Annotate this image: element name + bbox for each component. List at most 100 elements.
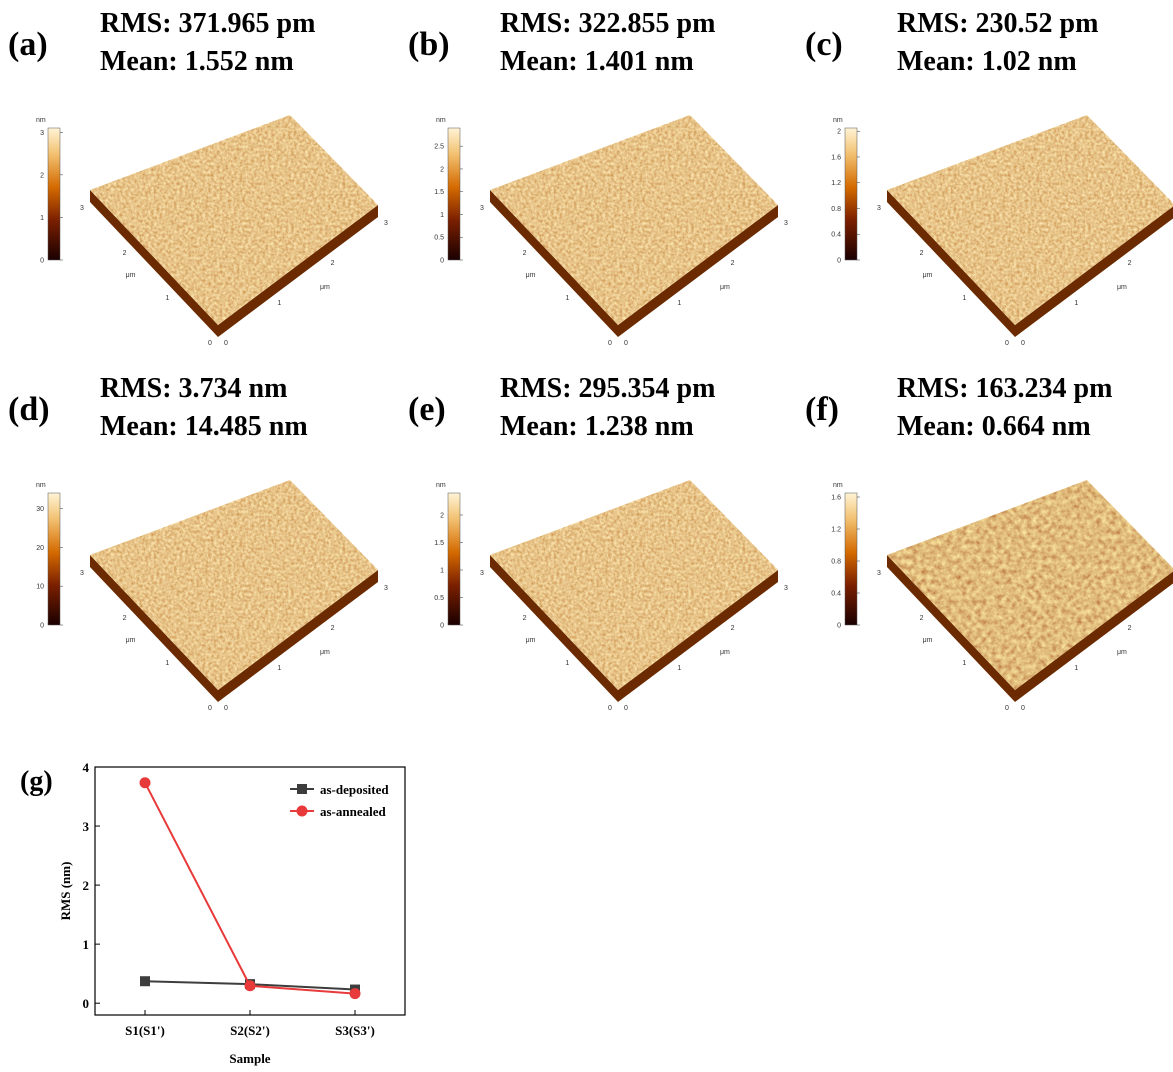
y-axis-tick-label: 1	[565, 660, 569, 667]
rms-text: RMS: 163.234 pm	[897, 373, 1112, 404]
colorbar-tick-label: 0	[40, 623, 44, 630]
y-axis-unit: μm	[923, 637, 933, 644]
colorbar-tick-label: 1.2	[831, 527, 841, 534]
colorbar-tick-label: 1.6	[831, 154, 841, 161]
x-axis-tick-label: 1	[677, 665, 681, 672]
y-axis-tick-label: 0	[608, 705, 612, 712]
mean-text: Mean: 1.401 nm	[500, 46, 694, 77]
rms-text: RMS: 322.855 pm	[500, 8, 715, 39]
colorbar-tick-label: 2	[440, 166, 444, 173]
colorbar-tick-label: 2	[440, 513, 444, 520]
x-axis-tick-label: 2	[1128, 260, 1132, 267]
colorbar	[48, 493, 60, 625]
x-axis-tick-label: 2	[731, 625, 735, 632]
colorbar-unit: nm	[833, 117, 843, 124]
colorbar	[448, 493, 460, 625]
marker	[245, 980, 256, 991]
x-axis-unit: μm	[1117, 649, 1127, 656]
y-tick-label: 1	[83, 937, 90, 952]
x-axis-tick-label: 0	[224, 705, 228, 712]
colorbar-tick-label: 2.5	[434, 144, 444, 151]
x-axis-tick-label: 3	[384, 585, 388, 592]
colorbar-tick-label: 2	[837, 129, 841, 136]
y-axis-tick-label: 3	[80, 205, 84, 212]
legend-label: as-deposited	[320, 782, 389, 797]
x-axis-tick-label: 1	[1074, 300, 1078, 307]
y-axis-tick-label: 1	[962, 295, 966, 302]
colorbar-tick-label: 0	[440, 623, 444, 630]
x-axis-tick-label: 3	[784, 585, 788, 592]
surface	[90, 480, 378, 690]
x-axis-tick-label: 1	[1074, 665, 1078, 672]
y-tick-label: 0	[83, 996, 90, 1011]
y-axis-tick-label: 0	[1005, 340, 1009, 347]
x-axis-tick-label: 0	[624, 705, 628, 712]
marker	[140, 976, 150, 986]
y-tick-label: 2	[83, 878, 90, 893]
y-axis-tick-label: 0	[208, 340, 212, 347]
y-tick-label: 4	[83, 760, 90, 775]
y-axis-tick-label: 3	[480, 205, 484, 212]
colorbar-tick-label: 0.8	[831, 559, 841, 566]
y-axis-tick-label: 2	[920, 250, 924, 257]
colorbar-tick-label: 1.2	[831, 180, 841, 187]
mean-text: Mean: 1.552 nm	[100, 46, 294, 77]
y-axis-tick-label: 3	[480, 570, 484, 577]
x-axis-tick-label: 2	[1128, 625, 1132, 632]
colorbar-tick-label: 0.4	[831, 591, 841, 598]
surface	[490, 480, 778, 690]
colorbar	[845, 128, 857, 260]
marker	[140, 777, 151, 788]
colorbar-tick-label: 0	[40, 258, 44, 265]
colorbar	[845, 493, 857, 625]
mean-text: Mean: 1.02 nm	[897, 46, 1077, 77]
colorbar-unit: nm	[436, 482, 446, 489]
x-axis-unit: μm	[320, 649, 330, 656]
x-axis-tick-label: 1	[277, 665, 281, 672]
y-axis-tick-label: 0	[208, 705, 212, 712]
y-axis-tick-label: 3	[877, 570, 881, 577]
y-axis-tick-label: 1	[165, 660, 169, 667]
surface	[887, 115, 1173, 325]
rms-text: RMS: 295.354 pm	[500, 373, 715, 404]
x-axis-tick-label: 1	[277, 300, 281, 307]
colorbar-tick-label: 0	[440, 258, 444, 265]
panel-label: (c)	[805, 26, 843, 63]
x-axis-tick-label: 2	[731, 260, 735, 267]
colorbar-tick-label: 0.8	[831, 206, 841, 213]
y-axis-tick-label: 3	[877, 205, 881, 212]
x-axis-unit: μm	[1117, 284, 1127, 291]
colorbar-tick-label: 1	[440, 212, 444, 219]
x-axis-tick-label: 2	[331, 625, 335, 632]
y-axis-tick-label: 2	[920, 615, 924, 622]
surface	[90, 115, 378, 325]
y-axis-unit: μm	[526, 637, 536, 644]
mean-text: Mean: 0.664 nm	[897, 411, 1091, 442]
y-axis-tick-label: 1	[165, 295, 169, 302]
y-axis-unit: μm	[126, 272, 136, 279]
colorbar-tick-label: 3	[40, 130, 44, 137]
y-axis-tick-label: 2	[523, 250, 527, 257]
y-axis-tick-label: 2	[123, 615, 127, 622]
y-axis-tick-label: 2	[123, 250, 127, 257]
legend-label: as-annealed	[320, 804, 387, 819]
y-axis-tick-label: 1	[565, 295, 569, 302]
marker	[350, 988, 361, 999]
x-tick-label: S2(S2')	[230, 1023, 270, 1038]
x-axis-tick-label: 0	[224, 340, 228, 347]
colorbar-tick-label: 1	[40, 215, 44, 222]
colorbar-tick-label: 0	[837, 258, 841, 265]
colorbar-tick-label: 2	[40, 172, 44, 179]
legend-marker	[297, 784, 307, 794]
x-tick-label: S3(S3')	[335, 1023, 375, 1038]
x-axis-unit: μm	[720, 284, 730, 291]
x-axis-tick-label: 0	[1021, 340, 1025, 347]
colorbar-unit: nm	[36, 117, 46, 124]
y-axis-unit: μm	[923, 272, 933, 279]
panel-label: (f)	[805, 391, 839, 428]
rms-text: RMS: 230.52 pm	[897, 8, 1098, 39]
x-tick-label: S1(S1')	[125, 1023, 165, 1038]
colorbar-tick-label: 10	[36, 584, 44, 591]
